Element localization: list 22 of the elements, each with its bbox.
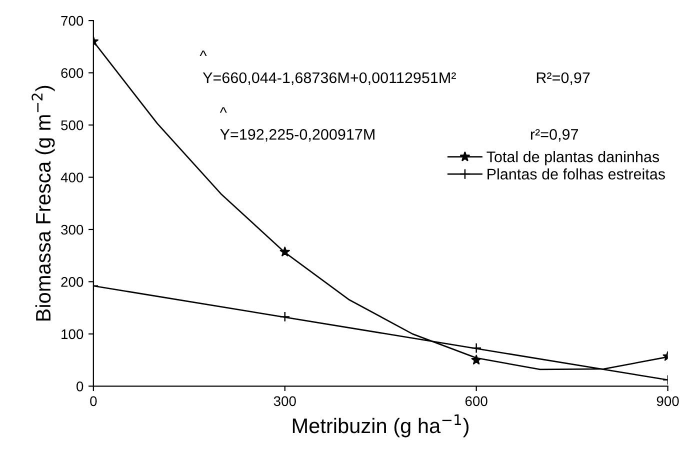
y-tick-label: 0 (76, 382, 84, 392)
legend-label: Plantas de folhas estreitas (488, 168, 665, 180)
annotation: Y=192,225-0,200917M (220, 129, 374, 142)
annotation: R²=0,97 (536, 72, 590, 85)
x-tick-label: 300 (274, 396, 296, 406)
x-axis-title: Metribuzin (g ha$^{−1}$) (292, 414, 469, 438)
y-tick-label: 400 (60, 172, 84, 182)
legend-label: Total de plantas daninhas (486, 151, 660, 166)
y-axis-title: Biomassa Fresca (g m$^{−2}$) (32, 86, 55, 321)
x-tick-label: 900 (656, 396, 679, 406)
y-tick-label: 700 (61, 16, 84, 26)
y-tick-label: 300 (61, 224, 84, 235)
y-tick-label: 600 (61, 68, 84, 78)
x-tick-label: 600 (465, 396, 488, 406)
annotation: ^ (220, 107, 227, 113)
x-tick-label: 0 (90, 396, 97, 406)
annotation: ^ (200, 50, 207, 56)
y-tick-label: 200 (61, 277, 84, 287)
y-tick-label: 500 (61, 120, 84, 130)
annotation: r²=0,97 (530, 129, 578, 142)
annotation: Y=660,044-1,68736M+0,00112951M² (202, 72, 456, 85)
y-tick-label: 100 (62, 329, 84, 340)
